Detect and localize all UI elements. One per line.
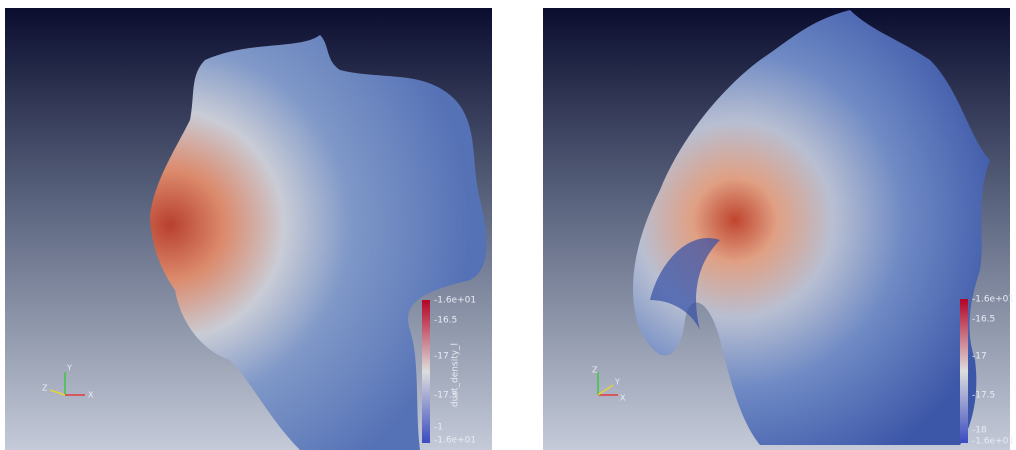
axis-label: Y xyxy=(66,364,72,373)
colorbar xyxy=(960,299,968,443)
colorbar-label: -17.5 xyxy=(972,391,995,401)
colorbar-label: -17 xyxy=(434,352,449,362)
axis-z xyxy=(49,389,66,396)
colorbar-label: -1.6e+01 xyxy=(972,437,1014,447)
axis-label: Z xyxy=(42,384,48,393)
axis-label: X xyxy=(88,391,94,400)
colorbar-label: -16.5 xyxy=(972,315,995,325)
colorbar-label: -17 xyxy=(972,352,987,362)
colorbar-label: -16.5 xyxy=(434,316,457,326)
surface-render xyxy=(150,35,487,450)
surface-fold xyxy=(650,238,720,330)
colorbar-label: -1.6e+01 xyxy=(434,296,476,306)
colorbar-label: -18 xyxy=(972,426,987,436)
axis-y xyxy=(597,384,614,396)
colorbar-label: -1 xyxy=(434,423,443,433)
axes-triad: Y X Z xyxy=(42,364,94,400)
axes-triad: Z X Y xyxy=(592,366,626,403)
colorbar-label: -17.5 xyxy=(434,391,457,401)
surface-render xyxy=(632,10,990,445)
colorbar-title: dust_density_l xyxy=(451,343,461,407)
panel-left: -1.6e+01 -16.5 -17 -17.5 -1 -1.6e+01 dus… xyxy=(5,8,492,450)
axis-label: X xyxy=(620,394,626,403)
colorbar xyxy=(422,300,430,443)
axis-label: Y xyxy=(614,378,620,387)
panel-right: -1.6e+01 -16.5 -17 -17.5 -18 -1.6e+01 Z … xyxy=(543,8,1014,450)
colorbar-label: -1.6e+01 xyxy=(434,436,476,446)
colorbar-label: -1.6e+01 xyxy=(972,295,1014,305)
axis-label: Z xyxy=(592,366,598,375)
